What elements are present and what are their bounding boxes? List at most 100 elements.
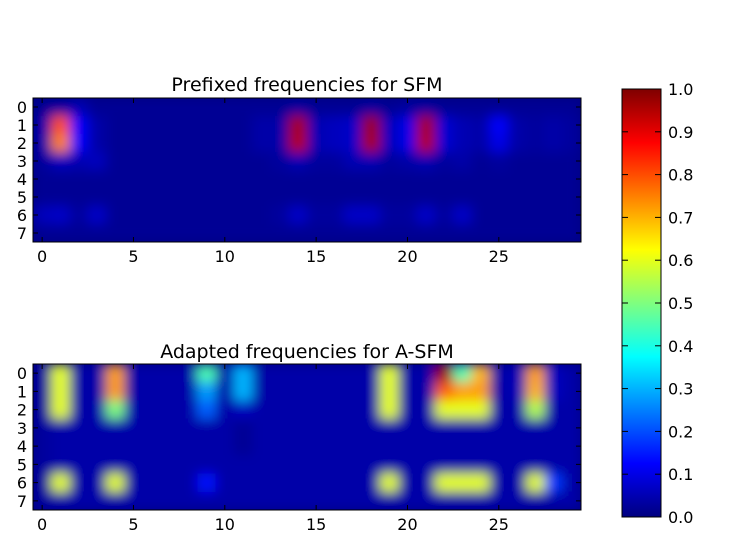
- heatmap-cell: [325, 400, 345, 420]
- y-tick-label: 5: [17, 188, 27, 207]
- heatmap-cell: [398, 364, 418, 383]
- heatmap-cell: [106, 206, 125, 225]
- heatmap-cell: [544, 491, 564, 510]
- heatmap-cell: [544, 382, 564, 402]
- heatmap-cell: [51, 170, 71, 189]
- heatmap-cell: [87, 437, 107, 456]
- heatmap-cell: [343, 170, 363, 189]
- heatmap-cell: [69, 455, 89, 475]
- heatmap-cell: [507, 364, 527, 383]
- heatmap-cell: [562, 134, 581, 153]
- heatmap-cell: [489, 382, 509, 402]
- heatmap-cell: [142, 170, 162, 189]
- heatmap-cell: [288, 224, 308, 242]
- heatmap-cell: [471, 455, 491, 475]
- heatmap-cell: [33, 491, 52, 510]
- heatmap-cell: [361, 455, 381, 475]
- heatmap-cell: [361, 188, 381, 207]
- heatmap-cell: [270, 116, 290, 135]
- heatmap-cell: [69, 134, 89, 153]
- heatmap-cell: [343, 364, 363, 383]
- heatmap-cell: [398, 134, 418, 153]
- heatmap-cell: [471, 170, 491, 189]
- heatmap-cell: [51, 188, 71, 207]
- heatmap-cell: [325, 98, 345, 117]
- heatmap-cell: [270, 134, 290, 153]
- heatmap-cell: [380, 418, 399, 438]
- heatmap-cell: [179, 188, 198, 207]
- heatmap-cell: [416, 455, 436, 475]
- heatmap-cell: [434, 98, 454, 117]
- heatmap-cell: [288, 400, 308, 420]
- heatmap-cell: [526, 364, 546, 383]
- heatmap-cell: [233, 152, 253, 171]
- heatmap-cell: [270, 418, 290, 438]
- heatmap-cell: [507, 134, 527, 153]
- heatmap-cell: [179, 170, 198, 189]
- colorbar-tick-label: 0.9: [668, 123, 693, 142]
- heatmap-cell: [325, 152, 345, 171]
- heatmap-cell: [361, 206, 381, 225]
- heatmap-cell: [51, 116, 71, 135]
- heatmap-cell: [489, 418, 509, 438]
- heatmap-cell: [124, 188, 144, 207]
- heatmap-cell: [544, 455, 564, 475]
- y-tick-label: 6: [17, 206, 27, 225]
- heatmap-cell: [87, 134, 107, 153]
- heatmap-cell: [507, 170, 527, 189]
- heatmap-cell: [160, 134, 180, 153]
- heatmap-cell: [106, 400, 125, 420]
- heatmap-cell: [33, 170, 52, 189]
- heatmap-cell: [471, 188, 491, 207]
- heatmap-cell: [544, 98, 564, 117]
- heatmap-cell: [526, 491, 546, 510]
- heatmap-cell: [215, 152, 235, 171]
- heatmap-cell: [562, 188, 581, 207]
- heatmap-cell: [33, 134, 52, 153]
- heatmap-cell: [380, 382, 399, 402]
- heatmap-cell: [270, 455, 290, 475]
- heatmap-cell: [507, 418, 527, 438]
- heatmap-cell: [160, 152, 180, 171]
- heatmap-cell: [526, 116, 546, 135]
- heatmap-cell: [562, 364, 581, 383]
- heatmap-cell: [562, 437, 581, 456]
- colorbar-tick-label: 0.0: [668, 508, 693, 527]
- heatmap-cell: [51, 152, 71, 171]
- heatmap-cell: [288, 418, 308, 438]
- heatmap-cell: [288, 473, 308, 493]
- heatmap-cell: [416, 206, 436, 225]
- heatmap-cell: [215, 116, 235, 135]
- heatmap-cell: [416, 98, 436, 117]
- heatmap-cell: [270, 206, 290, 225]
- heatmap-cell: [87, 206, 107, 225]
- colorbar-tick-label: 1.0: [668, 80, 693, 99]
- heatmap-cell: [489, 116, 509, 135]
- heatmap-cell: [453, 455, 472, 475]
- heatmap-cell: [398, 437, 418, 456]
- heatmap-cell: [398, 98, 418, 117]
- heatmap-cell: [380, 455, 399, 475]
- heatmap-cell: [544, 400, 564, 420]
- heatmap-cell: [270, 400, 290, 420]
- heatmap-cell: [124, 170, 144, 189]
- heatmap-cell: [489, 170, 509, 189]
- heatmap-cell: [215, 491, 235, 510]
- heatmap-cell: [69, 98, 89, 117]
- heatmap-cell: [416, 418, 436, 438]
- x-tick-label: 0: [37, 247, 47, 266]
- heatmap-cell: [197, 364, 217, 383]
- heatmap-cell: [526, 473, 546, 493]
- heatmap-cell: [179, 382, 198, 402]
- y-tick-label: 5: [17, 455, 27, 474]
- heatmap-cell: [434, 418, 454, 438]
- heatmap-cell: [160, 491, 180, 510]
- heatmap-cell: [416, 364, 436, 383]
- heatmap-cell: [142, 382, 162, 402]
- heatmap-cell: [453, 437, 472, 456]
- heatmap-cell: [160, 206, 180, 225]
- heatmap-cell: [215, 455, 235, 475]
- heatmap-cell: [33, 418, 52, 438]
- heatmap-cell: [471, 491, 491, 510]
